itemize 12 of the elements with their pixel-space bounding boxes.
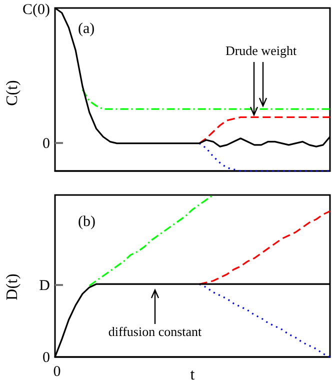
text: 0 (42, 350, 50, 366)
annotation: diffusion constant (108, 324, 202, 339)
text: D (39, 278, 50, 294)
x-axis-title: t (190, 366, 196, 382)
text: C(0) (22, 2, 50, 18)
text: 0 (53, 364, 61, 380)
annotation: (b) (78, 214, 96, 230)
y-axis-title: C(t) (4, 80, 21, 106)
annotation: Drude weight (225, 43, 297, 58)
y-axis-title: D(t) (4, 274, 21, 300)
annotation: (a) (78, 21, 95, 37)
text: 0 (42, 136, 50, 152)
